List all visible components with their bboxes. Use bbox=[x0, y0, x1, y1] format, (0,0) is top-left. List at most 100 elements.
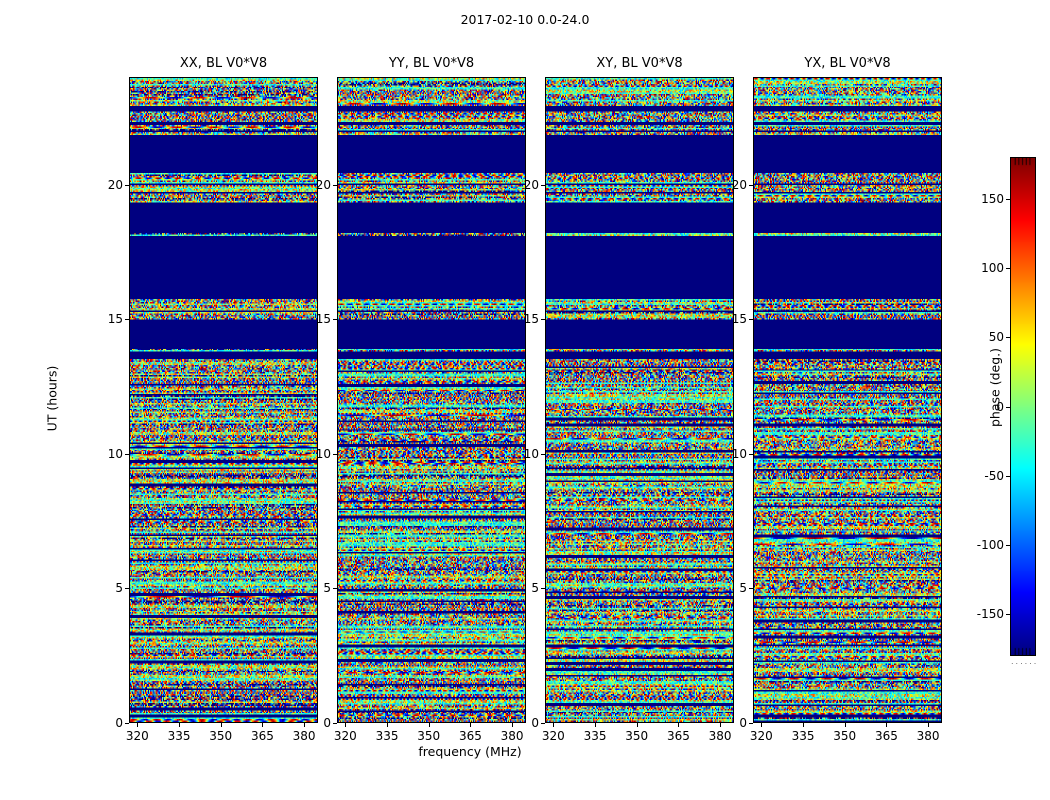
x-tick-mark bbox=[553, 723, 554, 727]
y-tick-label: 0 bbox=[531, 716, 539, 730]
colorbar-underflow-note: ...... bbox=[1011, 657, 1039, 666]
waterfall-image-yx bbox=[754, 78, 941, 722]
y-tick-mark bbox=[541, 185, 545, 186]
x-tick-label: 335 bbox=[167, 729, 191, 743]
y-tick-mark bbox=[749, 319, 753, 320]
panel-title-yy: YY, BL V0*V8 bbox=[388, 56, 475, 71]
y-tick-label: 15 bbox=[523, 312, 539, 327]
waterfall-panel-yx[interactable] bbox=[753, 77, 942, 723]
x-tick-mark bbox=[137, 723, 138, 727]
y-tick-mark bbox=[333, 319, 337, 320]
y-tick-label: 0 bbox=[739, 716, 747, 730]
x-tick-label: 380 bbox=[500, 729, 524, 743]
y-tick-mark bbox=[333, 588, 337, 589]
x-axis-label: frequency (MHz) bbox=[418, 744, 522, 759]
y-tick-label: 5 bbox=[323, 581, 331, 596]
x-tick-mark bbox=[845, 723, 846, 727]
x-tick-label: 320 bbox=[125, 729, 149, 743]
y-tick-mark bbox=[749, 454, 753, 455]
x-tick-label: 320 bbox=[541, 729, 565, 743]
colorbar-tick-mark bbox=[1006, 337, 1010, 338]
x-tick-label: 365 bbox=[250, 729, 274, 743]
waterfall-panel-yy[interactable] bbox=[337, 77, 526, 723]
y-tick-mark bbox=[749, 185, 753, 186]
y-tick-label: 20 bbox=[731, 177, 747, 192]
colorbar bbox=[1010, 157, 1036, 656]
x-tick-mark bbox=[637, 723, 638, 727]
colorbar-tick-mark bbox=[1006, 199, 1010, 200]
x-tick-label: 380 bbox=[916, 729, 940, 743]
colorbar-tick-mark bbox=[1006, 268, 1010, 269]
x-tick-label: 365 bbox=[458, 729, 482, 743]
y-tick-label: 20 bbox=[107, 177, 123, 192]
x-tick-label: 320 bbox=[749, 729, 773, 743]
waterfall-panel-xy[interactable] bbox=[545, 77, 734, 723]
y-tick-label: 0 bbox=[115, 716, 123, 730]
y-tick-mark bbox=[749, 588, 753, 589]
colorbar-tick-label: 50 bbox=[988, 330, 1004, 345]
y-tick-label: 20 bbox=[315, 177, 331, 192]
x-tick-label: 350 bbox=[417, 729, 441, 743]
x-tick-label: 320 bbox=[333, 729, 357, 743]
y-tick-label: 5 bbox=[115, 581, 123, 596]
y-tick-label: 5 bbox=[739, 581, 747, 596]
x-tick-mark bbox=[595, 723, 596, 727]
x-tick-mark bbox=[179, 723, 180, 727]
y-tick-mark bbox=[125, 588, 129, 589]
colorbar-tick-label: -150 bbox=[976, 607, 1004, 622]
y-tick-mark bbox=[333, 723, 337, 724]
x-tick-label: 350 bbox=[833, 729, 857, 743]
x-tick-mark bbox=[345, 723, 346, 727]
y-tick-mark bbox=[333, 454, 337, 455]
x-tick-mark bbox=[678, 723, 679, 727]
y-tick-mark bbox=[125, 723, 129, 724]
x-tick-mark bbox=[803, 723, 804, 727]
panel-title-yx: YX, BL V0*V8 bbox=[804, 56, 891, 71]
x-tick-label: 335 bbox=[375, 729, 399, 743]
y-tick-mark bbox=[541, 588, 545, 589]
colorbar-tick-mark bbox=[1006, 614, 1010, 615]
y-tick-label: 10 bbox=[523, 446, 539, 461]
y-tick-label: 15 bbox=[315, 312, 331, 327]
y-tick-mark bbox=[541, 454, 545, 455]
y-axis-label: UT (hours) bbox=[44, 365, 60, 432]
x-tick-mark bbox=[512, 723, 513, 727]
y-tick-label: 0 bbox=[323, 716, 331, 730]
x-tick-mark bbox=[262, 723, 263, 727]
y-tick-mark bbox=[333, 185, 337, 186]
colorbar-tick-mark bbox=[1006, 407, 1010, 408]
x-tick-mark bbox=[387, 723, 388, 727]
x-tick-mark bbox=[304, 723, 305, 727]
x-tick-mark bbox=[761, 723, 762, 727]
y-tick-label: 10 bbox=[731, 446, 747, 461]
colorbar-tick-label: -50 bbox=[984, 468, 1004, 483]
y-tick-label: 10 bbox=[107, 446, 123, 461]
y-tick-mark bbox=[125, 185, 129, 186]
waterfall-panel-xx[interactable] bbox=[129, 77, 318, 723]
waterfall-image-yy bbox=[338, 78, 525, 722]
y-tick-mark bbox=[125, 319, 129, 320]
waterfall-image-xy bbox=[546, 78, 733, 722]
x-tick-label: 365 bbox=[874, 729, 898, 743]
colorbar-gradient bbox=[1010, 157, 1036, 656]
y-tick-label: 20 bbox=[523, 177, 539, 192]
x-tick-mark bbox=[470, 723, 471, 727]
colorbar-tick-label: 150 bbox=[981, 191, 1004, 206]
x-tick-label: 350 bbox=[625, 729, 649, 743]
y-tick-mark bbox=[541, 319, 545, 320]
y-tick-label: 5 bbox=[531, 581, 539, 596]
waterfall-image-xx bbox=[130, 78, 317, 722]
panel-title-xy: XY, BL V0*V8 bbox=[596, 56, 683, 71]
x-tick-label: 365 bbox=[666, 729, 690, 743]
x-tick-mark bbox=[886, 723, 887, 727]
y-tick-mark bbox=[125, 454, 129, 455]
x-tick-mark bbox=[429, 723, 430, 727]
x-tick-label: 335 bbox=[583, 729, 607, 743]
y-tick-label: 15 bbox=[107, 312, 123, 327]
x-tick-mark bbox=[720, 723, 721, 727]
x-tick-label: 380 bbox=[708, 729, 732, 743]
x-tick-mark bbox=[928, 723, 929, 727]
figure-suptitle: 2017-02-10 0.0-24.0 bbox=[460, 12, 590, 27]
y-tick-label: 10 bbox=[315, 446, 331, 461]
